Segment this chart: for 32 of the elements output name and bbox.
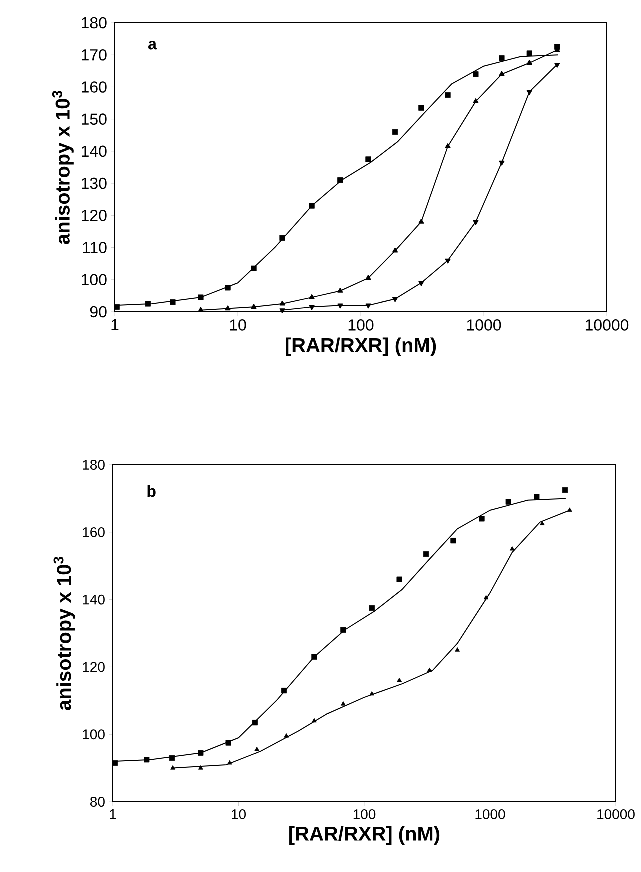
y-tick-label: 90: [90, 306, 107, 318]
x-tick-label: 1: [110, 810, 116, 820]
y-tick-label: 110: [83, 242, 107, 254]
y-tick-label: 160: [83, 527, 105, 538]
y-tick-label: 80: [90, 797, 105, 807]
y-axis-title: anisotropy x 10$^{3}$: [52, 91, 74, 244]
y-tick-label: 160: [82, 82, 107, 93]
y-tick-label: 100: [83, 730, 105, 740]
y-tick-label: 180: [83, 460, 105, 470]
x-tick-label: 10: [232, 810, 246, 820]
x-tick-label: 10000: [586, 320, 629, 331]
x-axis-title: [RAR/RXR] (nM): [290, 826, 440, 845]
x-tick-label: 1: [112, 320, 119, 331]
y-tick-label: 130: [82, 178, 107, 190]
x-tick-label: 100: [354, 810, 376, 820]
y-tick-label: 180: [82, 17, 107, 29]
x-tick-label: 100: [348, 320, 374, 331]
x-tick-label: 10000: [598, 810, 635, 820]
y-tick-label: 120: [82, 210, 107, 222]
x-tick-label: 10: [230, 320, 246, 331]
y-tick-label: 170: [82, 49, 107, 61]
y-tick-label: 140: [82, 146, 107, 158]
y-tick-label: 150: [82, 114, 107, 125]
y-axis-title: anisotropy x 10$^{3}$: [54, 557, 76, 710]
x-tick-label: 1000: [476, 810, 506, 820]
y-tick-label: 140: [83, 594, 105, 605]
annotation: b: [148, 485, 156, 498]
x-tick-label: 1000: [467, 320, 502, 331]
annotation: a: [148, 40, 158, 50]
y-tick-label: 100: [82, 274, 107, 286]
x-axis-title: [RAR/RXR] (nM): [286, 338, 436, 356]
y-tick-label: 120: [83, 662, 105, 672]
